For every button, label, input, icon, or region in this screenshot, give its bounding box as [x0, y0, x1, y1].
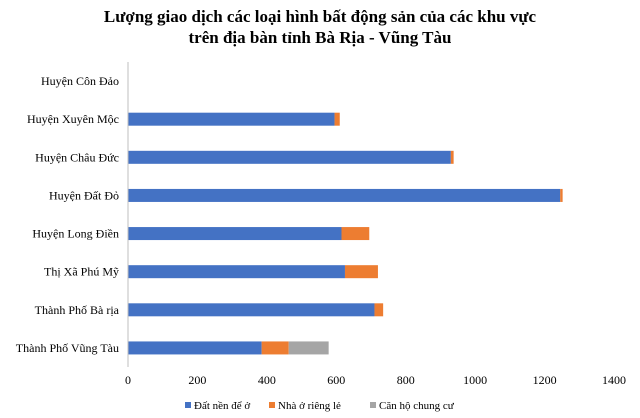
legend-label-dat-nen-de-o: Đất nền để ở: [194, 400, 250, 412]
bar-nha-o-rieng-le-thanh-pho-ba-ria: [374, 303, 384, 317]
chart-title-line-2: trên địa bàn tỉnh Bà Rịa - Vũng Tàu: [188, 28, 452, 47]
bar-nha-o-rieng-le-huyen-chau-duc: [450, 150, 454, 164]
category-labels: Huyện Côn Đảo Huyện Xuyên Mộc Huyện Châu Đ…: [16, 74, 120, 355]
legend-swatch-dat-nen-de-o: [185, 402, 191, 408]
bars-layer: [128, 112, 563, 355]
legend: Đất nền để ở Nhà ở riêng lẻ Căn hộ chung c…: [185, 400, 455, 412]
legend-label-nha-o-rieng-le: Nhà ở riêng lẻ: [278, 400, 341, 412]
category-label-huyen-xuyen-moc: Huyện Xuyên Mộc: [27, 112, 119, 126]
bar-nha-o-rieng-le-huyen-xuyen-moc: [334, 112, 340, 126]
x-tick-label-1400: 1400: [602, 373, 626, 387]
x-axis-ticks: 0 200 400 600 800 1000 1200 1400: [125, 373, 626, 387]
chart-title: Lượng giao dịch các loại hình bất động s…: [0, 6, 640, 48]
category-label-huyen-chau-duc: Huyện Châu Đức: [35, 150, 119, 164]
bar-dat-nen-de-o-huyen-chau-duc: [128, 150, 451, 164]
x-tick-label-1200: 1200: [533, 373, 557, 387]
bar-dat-nen-de-o-huyen-dat-do: [128, 188, 561, 202]
bar-can-ho-chung-cu-thanh-pho-vung-tau: [288, 341, 329, 355]
legend-swatch-nha-o-rieng-le: [269, 402, 275, 408]
chart-title-line-1: Lượng giao dịch các loại hình bất động s…: [103, 7, 537, 26]
x-tick-label-600: 600: [327, 373, 345, 387]
bar-nha-o-rieng-le-huyen-dat-do: [560, 188, 563, 202]
bar-nha-o-rieng-le-thanh-pho-vung-tau: [261, 341, 289, 355]
category-label-thi-xa-phu-my: Thị Xã Phú Mỹ: [44, 265, 119, 279]
bar-dat-nen-de-o-huyen-xuyen-moc: [128, 112, 335, 126]
x-tick-label-800: 800: [397, 373, 415, 387]
legend-swatch-can-ho-chung-cu: [370, 402, 376, 408]
category-label-huyen-dat-do: Huyện Đất Đỏ: [49, 188, 119, 202]
bar-dat-nen-de-o-thanh-pho-vung-tau: [128, 341, 262, 355]
bar-nha-o-rieng-le-huyen-long-dien: [341, 227, 370, 241]
category-label-huyen-con-dao: Huyện Côn Đảo: [41, 74, 119, 88]
bar-nha-o-rieng-le-thi-xa-phu-my: [344, 265, 378, 279]
x-tick-label-1000: 1000: [463, 373, 487, 387]
x-tick-label-400: 400: [258, 373, 276, 387]
legend-label-can-ho-chung-cu: Căn hộ chung cư: [379, 400, 455, 412]
bar-dat-nen-de-o-huyen-long-dien: [128, 227, 342, 241]
bar-dat-nen-de-o-thi-xa-phu-my: [128, 265, 345, 279]
category-label-huyen-long-dien: Huyện Long Điền: [32, 227, 119, 241]
x-tick-label-200: 200: [188, 373, 206, 387]
category-label-thanh-pho-vung-tau: Thành Phố Vũng Tàu: [16, 341, 119, 355]
x-tick-label-0: 0: [125, 373, 131, 387]
bar-dat-nen-de-o-thanh-pho-ba-ria: [128, 303, 375, 317]
category-label-thanh-pho-ba-ria: Thành Phố Bà rịa: [35, 303, 120, 317]
